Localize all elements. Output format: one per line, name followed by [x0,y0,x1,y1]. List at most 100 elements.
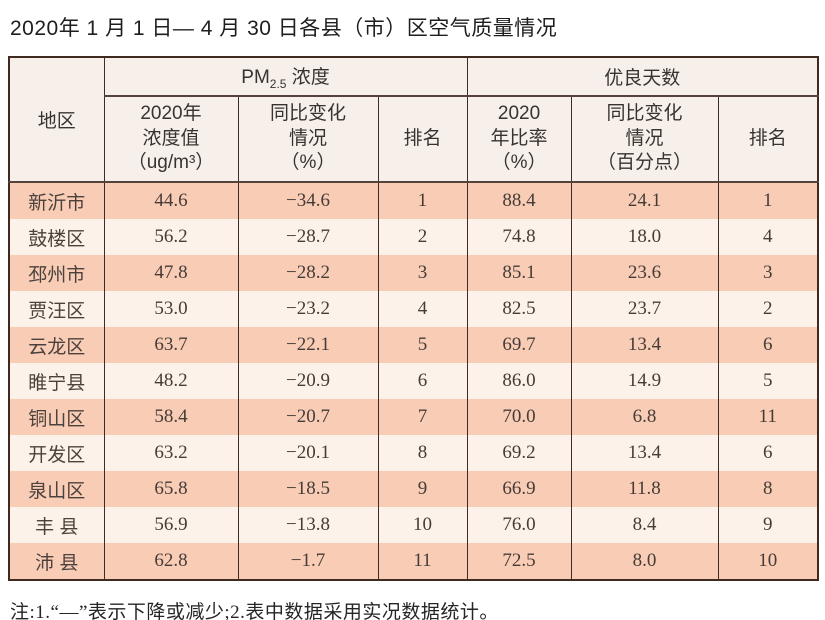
data-cell: 2 [377,219,468,255]
data-cell: 63.2 [103,435,239,471]
column-header-good-rate: 2020 年比率 （%） [466,96,572,183]
data-cell: 70.0 [466,399,572,435]
table-row: 云龙区 63.7 −22.1 5 69.7 13.4 6 [8,327,819,363]
data-cell: 85.1 [466,255,572,291]
data-cell: 86.0 [466,363,572,399]
data-cell: 24.1 [570,182,719,219]
region-cell: 鼓楼区 [8,219,105,255]
data-cell: −28.7 [237,219,379,255]
data-cell: −13.8 [237,507,379,543]
data-cell: 58.4 [103,399,239,435]
data-cell: 18.0 [570,219,719,255]
region-cell: 贾汪区 [8,291,105,327]
table-row: 新沂市 44.6 −34.6 1 88.4 24.1 1 [8,182,819,219]
column-header-pm-change: 同比变化 情况 （%） [237,96,379,183]
data-cell: 76.0 [466,507,572,543]
table-row: 鼓楼区 56.2 −28.7 2 74.8 18.0 4 [8,219,819,255]
data-cell: 44.6 [103,182,239,219]
data-cell: 14.9 [570,363,719,399]
data-cell: 6 [717,435,819,471]
footnote: 注:1.“—”表示下降或减少;2.表中数据采用实况数据统计。 [10,602,499,620]
data-cell: 62.8 [103,543,239,580]
data-cell: 6 [717,327,819,363]
data-cell: 8 [377,435,468,471]
data-cell: −22.1 [237,327,379,363]
column-header-good-change: 同比变化 情况 （百分点） [570,96,719,183]
column-header-pm-rank: 排名 [377,96,468,183]
column-header-pm-value: 2020年 浓度值 （ug/m³） [103,96,239,183]
data-cell: 53.0 [103,291,239,327]
data-cell: 10 [717,543,819,580]
air-quality-table: 地区 PM2.5 浓度 优良天数 2020年 浓度值 （ug/m³） 同比变化 … [8,56,820,581]
region-cell: 睢宁县 [8,363,105,399]
data-cell: 5 [717,363,819,399]
data-cell: 13.4 [570,327,719,363]
data-cell: 69.2 [466,435,572,471]
data-cell: 69.7 [466,327,572,363]
data-cell: 63.7 [103,327,239,363]
data-cell: 4 [717,219,819,255]
table-row: 铜山区 58.4 −20.7 7 70.0 6.8 11 [8,399,819,435]
group-header-row: 地区 PM2.5 浓度 优良天数 [8,57,819,183]
data-cell: 3 [377,255,468,291]
table-row: 泉山区 65.8 −18.5 9 66.9 11.8 8 [8,471,819,507]
table-row: 丰 县 56.9 −13.8 10 76.0 8.4 9 [8,507,819,543]
data-cell: 47.8 [103,255,239,291]
data-cell: −18.5 [237,471,379,507]
region-cell: 沛 县 [8,543,105,580]
pm25-suffix: 浓度 [286,67,330,89]
data-cell: 1 [717,182,819,219]
data-cell: −20.1 [237,435,379,471]
pm25-subscript: 2.5 [269,76,287,91]
column-header-region: 地区 [8,57,105,183]
data-cell: 5 [377,327,468,363]
data-cell: 13.4 [570,435,719,471]
data-cell: −1.7 [237,543,379,580]
data-cell: 3 [717,255,819,291]
table-row: 邳州市 47.8 −28.2 3 85.1 23.6 3 [8,255,819,291]
data-cell: 11 [717,399,819,435]
data-cell: 56.2 [103,219,239,255]
data-cell: 9 [377,471,468,507]
sub-header-row: 2020年 浓度值 （ug/m³） 同比变化 情况 （%） 排名 2020 年比… [9,96,819,183]
region-cell: 铜山区 [8,399,105,435]
data-cell: −20.7 [237,399,379,435]
data-cell: −20.9 [237,363,379,399]
region-cell: 丰 县 [8,507,105,543]
group-header-pm25: PM2.5 浓度 [103,57,468,97]
data-cell: 11 [377,543,468,580]
data-cell: 8.0 [570,543,719,580]
data-cell: −23.2 [237,291,379,327]
data-cell: 72.5 [466,543,572,580]
data-cell: −28.2 [237,255,379,291]
table-row: 开发区 63.2 −20.1 8 69.2 13.4 6 [8,435,819,471]
data-cell: 56.9 [103,507,239,543]
region-cell: 新沂市 [8,182,105,219]
data-cell: 88.4 [466,182,572,219]
pm25-prefix: PM [241,67,270,89]
region-cell: 泉山区 [8,471,105,507]
region-cell: 邳州市 [8,255,105,291]
page-title: 2020年 1 月 1 日— 4 月 30 日各县（市）区空气质量情况 [10,17,558,40]
data-cell: 48.2 [103,363,239,399]
data-cell: 8.4 [570,507,719,543]
group-header-good-days: 优良天数 [466,57,819,97]
data-cell: 11.8 [570,471,719,507]
data-cell: 23.7 [570,291,719,327]
data-cell: 6.8 [570,399,719,435]
data-cell: 6 [377,363,468,399]
table-row: 贾汪区 53.0 −23.2 4 82.5 23.7 2 [8,291,819,327]
data-cell: −34.6 [237,182,379,219]
table-row: 睢宁县 48.2 −20.9 6 86.0 14.9 5 [8,363,819,399]
data-cell: 7 [377,399,468,435]
region-cell: 开发区 [8,435,105,471]
data-cell: 2 [717,291,819,327]
data-cell: 65.8 [103,471,239,507]
data-cell: 23.6 [570,255,719,291]
column-header-good-rank: 排名 [717,96,819,183]
data-cell: 1 [377,182,468,219]
data-cell: 74.8 [466,219,572,255]
region-cell: 云龙区 [8,327,105,363]
data-cell: 9 [717,507,819,543]
